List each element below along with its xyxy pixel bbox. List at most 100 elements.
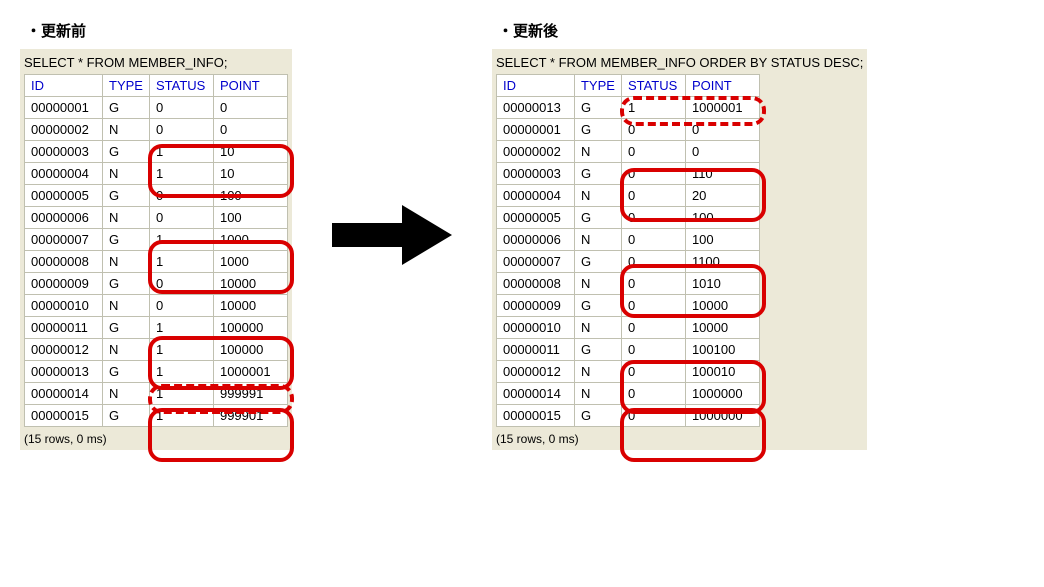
table-cell: 00000010 <box>496 317 574 339</box>
arrow-wrap <box>332 205 452 265</box>
table-cell: 1 <box>149 141 213 163</box>
table-cell: 0 <box>621 273 685 295</box>
table-cell: 10 <box>213 163 287 185</box>
after-table-block: SELECT * FROM MEMBER_INFO ORDER BY STATU… <box>492 49 867 450</box>
table-row: 00000002N00 <box>496 141 759 163</box>
table-row: 00000006N0100 <box>25 207 288 229</box>
table-cell: 100 <box>213 185 287 207</box>
table-row: 00000005G0100 <box>25 185 288 207</box>
table-cell: N <box>103 119 150 141</box>
table-row: 00000012N1100000 <box>25 339 288 361</box>
table-cell: 1 <box>149 317 213 339</box>
table-cell: G <box>574 251 621 273</box>
table-cell: 00000007 <box>496 251 574 273</box>
table-cell: 00000015 <box>496 405 574 427</box>
comparison-container: ・更新前 SELECT * FROM MEMBER_INFO; IDTYPEST… <box>20 20 1024 450</box>
table-cell: 10000 <box>213 295 287 317</box>
col-header-type: TYPE <box>103 75 150 97</box>
table-row: 00000004N020 <box>496 185 759 207</box>
table-cell: 0 <box>621 383 685 405</box>
table-cell: G <box>103 361 150 383</box>
table-cell: G <box>103 97 150 119</box>
table-row: 00000007G11000 <box>25 229 288 251</box>
table-row: 00000003G0110 <box>496 163 759 185</box>
table-cell: 100100 <box>685 339 759 361</box>
table-cell: 100000 <box>213 317 287 339</box>
table-row: 00000014N1999991 <box>25 383 288 405</box>
col-header-id: ID <box>496 75 574 97</box>
col-header-status: STATUS <box>621 75 685 97</box>
table-cell: 00000003 <box>25 141 103 163</box>
table-cell: 1010 <box>685 273 759 295</box>
table-cell: G <box>574 207 621 229</box>
table-row: 00000006N0100 <box>496 229 759 251</box>
table-cell: 1 <box>149 229 213 251</box>
table-cell: 0 <box>149 97 213 119</box>
table-cell: 0 <box>621 295 685 317</box>
table-cell: 0 <box>149 295 213 317</box>
table-cell: N <box>574 361 621 383</box>
table-cell: 00000013 <box>496 97 574 119</box>
table-cell: 0 <box>621 141 685 163</box>
table-cell: 00000011 <box>496 339 574 361</box>
table-cell: 1000001 <box>213 361 287 383</box>
table-cell: 0 <box>213 97 287 119</box>
after-table: IDTYPESTATUSPOINT 00000013G1100000100000… <box>496 74 760 427</box>
table-row: 00000013G11000001 <box>496 97 759 119</box>
table-cell: 100000 <box>213 339 287 361</box>
col-header-type: TYPE <box>574 75 621 97</box>
table-cell: G <box>103 229 150 251</box>
table-cell: 10 <box>213 141 287 163</box>
table-cell: 1 <box>149 251 213 273</box>
table-cell: 110 <box>685 163 759 185</box>
col-header-point: POINT <box>685 75 759 97</box>
table-cell: 1 <box>149 383 213 405</box>
table-row: 00000009G010000 <box>496 295 759 317</box>
table-row: 00000010N010000 <box>496 317 759 339</box>
table-row: 00000008N01010 <box>496 273 759 295</box>
table-row: 00000004N110 <box>25 163 288 185</box>
table-cell: 1 <box>621 97 685 119</box>
table-cell: 100 <box>685 207 759 229</box>
table-cell: 00000002 <box>496 141 574 163</box>
after-title: ・更新後 <box>492 20 867 41</box>
table-cell: 00000005 <box>25 185 103 207</box>
table-cell: 0 <box>213 119 287 141</box>
before-rowcount: (15 rows, 0 ms) <box>24 430 288 446</box>
before-table-block: SELECT * FROM MEMBER_INFO; IDTYPESTATUSP… <box>20 49 292 450</box>
table-cell: 0 <box>621 251 685 273</box>
table-cell: 00000010 <box>25 295 103 317</box>
table-cell: 00000015 <box>25 405 103 427</box>
table-row: 00000011G0100100 <box>496 339 759 361</box>
table-cell: 999991 <box>213 383 287 405</box>
table-cell: G <box>574 119 621 141</box>
table-cell: 1000000 <box>685 383 759 405</box>
table-cell: 00000007 <box>25 229 103 251</box>
table-cell: N <box>574 229 621 251</box>
before-sql: SELECT * FROM MEMBER_INFO; <box>24 53 288 74</box>
table-cell: G <box>103 185 150 207</box>
after-table-wrap: IDTYPESTATUSPOINT 00000013G1100000100000… <box>496 74 760 427</box>
table-row: 00000013G11000001 <box>25 361 288 383</box>
table-cell: G <box>574 339 621 361</box>
after-rowcount: (15 rows, 0 ms) <box>496 430 863 446</box>
table-cell: 1100 <box>685 251 759 273</box>
table-row: 00000012N0100010 <box>496 361 759 383</box>
table-cell: 00000012 <box>25 339 103 361</box>
table-cell: 0 <box>621 207 685 229</box>
table-cell: N <box>574 273 621 295</box>
table-cell: G <box>574 97 621 119</box>
table-cell: 0 <box>685 119 759 141</box>
table-cell: 0 <box>621 119 685 141</box>
after-panel: ・更新後 SELECT * FROM MEMBER_INFO ORDER BY … <box>492 20 867 450</box>
table-cell: G <box>103 273 150 295</box>
col-header-status: STATUS <box>149 75 213 97</box>
table-row: 00000007G01100 <box>496 251 759 273</box>
table-row: 00000008N11000 <box>25 251 288 273</box>
before-table-wrap: IDTYPESTATUSPOINT 00000001G0000000002N00… <box>24 74 288 427</box>
table-row: 00000001G00 <box>496 119 759 141</box>
table-cell: G <box>574 405 621 427</box>
after-sql: SELECT * FROM MEMBER_INFO ORDER BY STATU… <box>496 53 863 74</box>
table-cell: 1 <box>149 361 213 383</box>
table-cell: 00000002 <box>25 119 103 141</box>
